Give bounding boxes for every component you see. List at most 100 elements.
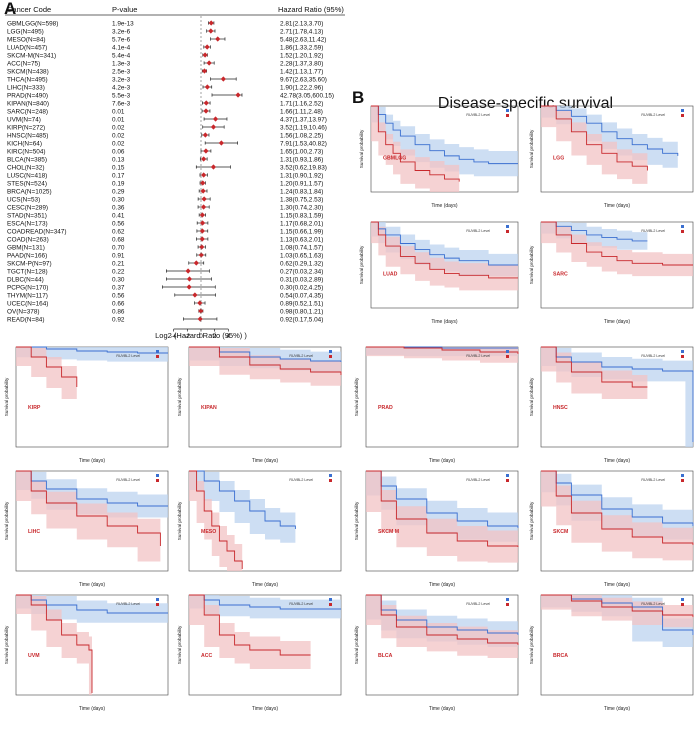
forest-row-p: 0.21 <box>112 261 125 268</box>
km-svg: RUVBL2 Level SKCM Survival probability Time… <box>529 470 694 588</box>
km-xlabel: Time (days) <box>252 706 279 712</box>
km-legend-label: RUVBL2 Level <box>466 229 490 233</box>
km-xlabel: Time (days) <box>79 458 106 464</box>
forest-row-p: 5.7e-6 <box>112 37 131 44</box>
forest-point <box>215 36 221 42</box>
forest-row-code: KIRC(N=504) <box>7 149 46 156</box>
km-cancer-label: HNSC <box>553 405 568 411</box>
forest-row-hr: 0.54(0.07,4.35) <box>280 293 323 300</box>
forest-x-tick-label: -2 <box>184 333 190 340</box>
forest-row-hr: 0.27(0.03,2.34) <box>280 269 323 276</box>
forest-row-p: 1.9e-13 <box>112 21 134 28</box>
forest-point <box>202 52 208 58</box>
forest-row-p: 0.30 <box>112 197 125 204</box>
km-band-low <box>371 222 518 291</box>
km-cancer-label: BRCA <box>553 653 568 659</box>
forest-row-p: 0.02 <box>112 125 125 132</box>
km-panel-uvm: RUVBL2 Level UVM Survival probability Time … <box>2 591 172 713</box>
forest-row-hr: 1.31(0.93,1.86) <box>280 157 323 164</box>
forest-point <box>201 172 207 178</box>
km-band-low <box>541 595 693 628</box>
forest-x-tick-label: 2 <box>213 333 217 340</box>
km-legend-label: RUVBL2 Level <box>116 354 140 358</box>
forest-row-code: KIPAN(N=840) <box>7 101 49 108</box>
km-line-low <box>189 470 243 569</box>
km-ylabel: Survival probability <box>4 501 9 540</box>
km-svg: RUVBL2 Level KIRP Survival probability Time… <box>4 346 169 464</box>
forest-row-p: 2.5e-3 <box>112 69 131 76</box>
km-legend-low <box>156 355 159 358</box>
km-ylabel: Survival probability <box>359 245 364 284</box>
km-panel-lgg: RUVBL2 Level LGG Survival probability Time … <box>527 102 697 210</box>
km-cancer-label: ACC <box>201 653 212 659</box>
forest-row-p: 0.41 <box>112 213 125 220</box>
km-band-low <box>541 471 693 561</box>
forest-point <box>203 100 209 106</box>
km-xlabel: Time (days) <box>604 582 631 588</box>
km-band-low <box>366 595 518 658</box>
km-legend-label: RUVBL2 Level <box>466 602 490 606</box>
forest-row-p: 0.37 <box>112 285 125 292</box>
forest-point <box>220 76 226 82</box>
forest-row-hr: 1.17(0.68,2.01) <box>280 221 323 228</box>
forest-row-hr: 1.15(0.83,1.59) <box>280 213 323 220</box>
forest-point <box>201 156 207 162</box>
forest-row-code: BRCA(N=1025) <box>7 189 52 196</box>
km-panel-brca: RUVBL2 Level BRCA Survival probability Time… <box>527 591 697 713</box>
km-svg: RUVBL2 Level LGG Survival probability Time … <box>529 105 694 209</box>
forest-point <box>197 300 203 306</box>
forest-row-p: 0.22 <box>112 269 125 276</box>
forest-point <box>203 148 209 154</box>
km-legend-high <box>329 598 332 601</box>
km-legend-low <box>681 114 684 117</box>
km-panel-kirp: RUVBL2 Level KIRP Survival probability Time… <box>2 343 172 465</box>
forest-row-p: 0.70 <box>112 245 125 252</box>
km-line-low <box>366 594 519 645</box>
forest-row-p: 7.6e-3 <box>112 101 131 108</box>
forest-point <box>199 212 205 218</box>
km-legend-label: RUVBL2 Level <box>466 354 490 358</box>
km-band-low <box>189 471 243 571</box>
forest-row-code: LIHC(N=333) <box>7 85 45 92</box>
forest-row-code: MESO(N=84) <box>7 37 46 44</box>
forest-row-hr: 7.91(1.53,40.82) <box>280 141 327 148</box>
km-svg: RUVBL2 Level GBMLGG Survival probability Ti… <box>359 105 519 209</box>
forest-point <box>210 164 217 170</box>
km-svg: RUVBL2 Level SKCM M Survival probability Ti… <box>354 470 519 588</box>
forest-row-code: THCA(N=495) <box>7 77 48 84</box>
forest-row-p: 0.86 <box>112 309 125 316</box>
km-legend-high <box>506 598 509 601</box>
km-legend-high <box>506 474 509 477</box>
forest-row-code: KIRP(N=272) <box>7 125 45 132</box>
forest-row-p: 0.30 <box>112 277 125 284</box>
km-legend-high <box>506 109 509 112</box>
forest-row-code: STAD(N=351) <box>7 213 47 220</box>
forest-row-hr: 3.52(0.62,19.83) <box>280 165 327 172</box>
forest-point <box>200 188 206 194</box>
forest-point <box>199 228 205 234</box>
km-line-low <box>16 594 93 693</box>
km-xlabel: Time (days) <box>604 706 631 712</box>
km-panel-meso: RUVBL2 Level MESO Survival probability Time… <box>175 467 345 589</box>
forest-point <box>201 68 208 74</box>
km-ylabel: Survival probability <box>529 245 534 284</box>
forest-row-hr: 1.86(1.33,2.59) <box>280 45 323 52</box>
km-legend-high <box>681 350 684 353</box>
km-panel-sarc: RUVBL2 Level SARC Survival probability Time… <box>527 218 697 326</box>
forest-row-hr: 0.92(0.17,5.04) <box>280 317 323 324</box>
km-line-low <box>371 105 460 182</box>
km-band-high <box>371 222 518 277</box>
km-band-low <box>16 347 77 399</box>
km-svg: RUVBL2 Level BRCA Survival probability Time… <box>529 594 694 712</box>
km-line-high <box>541 221 648 242</box>
km-ylabel: Survival probability <box>529 625 534 664</box>
km-legend-high <box>506 350 509 353</box>
km-panel-gbmlgg: RUVBL2 Level GBMLGG Survival probability Ti… <box>357 102 522 210</box>
forest-row-code: READ(N=84) <box>7 317 44 324</box>
km-line-low <box>189 346 342 375</box>
km-panel-acc: RUVBL2 Level ACC Survival probability Time … <box>175 591 345 713</box>
forest-point <box>206 60 212 66</box>
km-line-low <box>189 594 311 656</box>
forest-row-p: 3.2e-6 <box>112 29 131 36</box>
forest-row-code: LUSC(N=418) <box>7 173 47 180</box>
